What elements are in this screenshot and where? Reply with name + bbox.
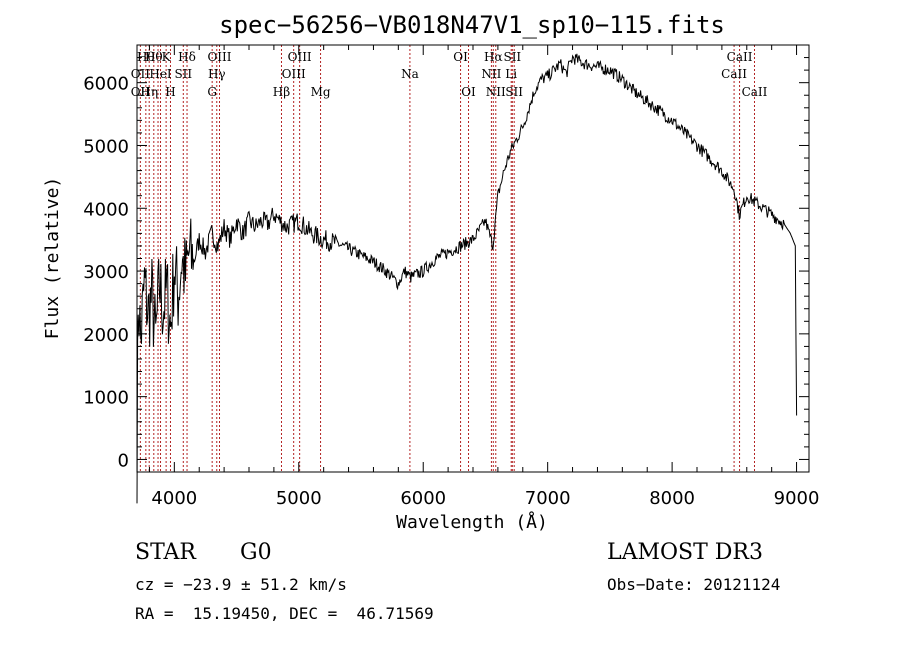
line-label: H (165, 85, 175, 99)
line-label: CaII (742, 85, 768, 99)
y-tick-label: 1000 (83, 388, 129, 409)
line-label: NII (486, 85, 506, 99)
observation-date: Obs−Date: 20121124 (607, 575, 781, 594)
emission-line-labels: OII OII Hθ Hη Hθ HeI K H SII Hδ G Hγ OIII Hβ OIII OIII M… (131, 50, 768, 99)
line-label: Hδ (178, 50, 196, 64)
line-label: OI (453, 50, 468, 64)
y-tick-label: 5000 (83, 136, 129, 157)
line-label: CaII (727, 50, 753, 64)
x-tick-label: 6000 (400, 488, 446, 509)
y-tick-label: 4000 (83, 199, 129, 220)
spectrum-series-line (136, 53, 798, 504)
x-axis-label: Wavelength (Å) (396, 511, 548, 533)
x-tick-label: 5000 (276, 488, 322, 509)
line-label: Na (401, 67, 419, 81)
line-label: OIII (288, 50, 312, 64)
x-tick-label: 4000 (151, 488, 197, 509)
coordinates: RA = 15.19450, DEC = 46.71569 (135, 604, 434, 623)
line-label: SII (174, 67, 192, 81)
line-label: Hθ (145, 50, 163, 64)
line-label: Hη (140, 85, 158, 99)
line-label: Hβ (273, 85, 290, 99)
axis-ticks: 4000 5000 6000 7000 8000 9000 0 1000 2000 3000 400… (83, 44, 820, 509)
chart-title: spec−56256−VB018N47V1_sp10−115.fits (219, 11, 725, 39)
line-label: HeI (149, 67, 172, 81)
y-tick-label: 6000 (83, 74, 129, 95)
y-tick-label: 3000 (83, 262, 129, 283)
line-label: OI (461, 85, 476, 99)
redshift-cz: cz = −23.9 ± 51.2 km/s (135, 575, 347, 594)
y-tick-label: 2000 (83, 325, 129, 346)
line-label: Hα (484, 50, 503, 64)
line-label: Li (505, 67, 517, 81)
line-label: Hγ (208, 67, 226, 81)
object-class: STAR (135, 540, 196, 565)
line-label: OIII (282, 67, 306, 81)
x-tick-label: 9000 (774, 488, 820, 509)
line-label: OIII (207, 50, 231, 64)
line-label: G (207, 85, 217, 99)
object-subclass: G0 (240, 540, 272, 565)
x-tick-label: 7000 (525, 488, 571, 509)
line-label: OII (131, 67, 151, 81)
line-label: NII (481, 67, 501, 81)
line-label: CaII (721, 67, 747, 81)
line-label: SII (505, 85, 523, 99)
series-layer (136, 53, 798, 504)
y-axis-label: Flux (relative) (42, 177, 63, 340)
survey-name: LAMOST DR3 (607, 540, 763, 565)
y-tick-label: 0 (118, 450, 129, 471)
line-label: K (162, 50, 172, 64)
line-label: Mg (311, 85, 331, 99)
line-label: SII (503, 50, 521, 64)
line-label: Hθ (137, 50, 155, 64)
x-tick-label: 8000 (649, 488, 695, 509)
line-label: OII (131, 85, 151, 99)
plot-frame (136, 44, 810, 473)
emission-line-markers (139, 45, 755, 472)
